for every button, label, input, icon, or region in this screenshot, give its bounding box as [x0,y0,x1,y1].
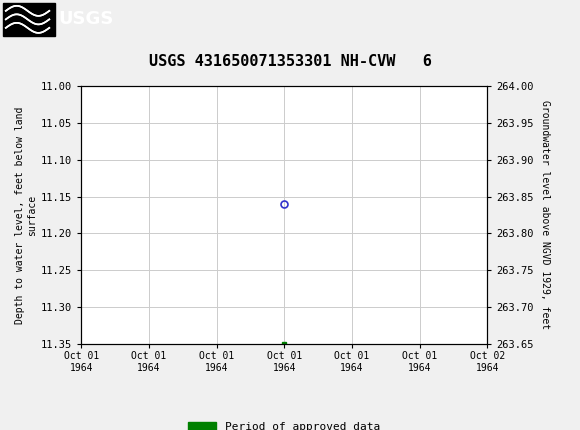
Y-axis label: Depth to water level, feet below land
surface: Depth to water level, feet below land su… [15,106,37,324]
Y-axis label: Groundwater level above NGVD 1929, feet: Groundwater level above NGVD 1929, feet [541,101,550,329]
Text: USGS 431650071353301 NH-CVW   6: USGS 431650071353301 NH-CVW 6 [148,54,432,69]
Legend: Period of approved data: Period of approved data [184,418,385,430]
Bar [3,3,55,36]
Text: USGS: USGS [58,10,113,28]
